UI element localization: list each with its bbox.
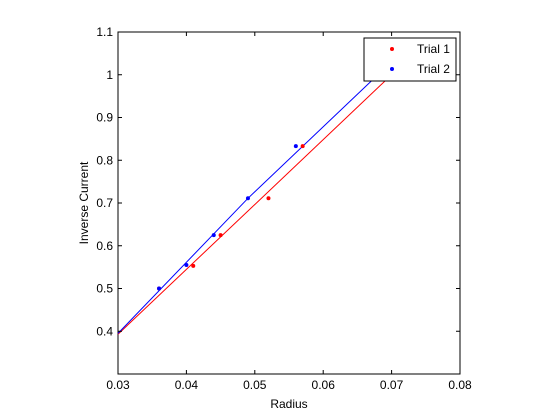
x-tick-label: 0.08 <box>448 378 472 392</box>
fit-line-series-1 <box>117 74 392 335</box>
data-point-series-1 <box>266 196 271 201</box>
y-tick-label: 0.6 <box>96 239 113 253</box>
y-tick-label: 0.7 <box>96 196 113 210</box>
legend: Trial 1 Trial 2 <box>363 37 457 82</box>
y-tick-label: 0.5 <box>96 282 113 296</box>
y-axis-ticks: 0.4 0.5 0.6 0.7 0.8 0.9 1 1.1 <box>96 25 460 338</box>
y-tick-label: 0.8 <box>96 153 113 167</box>
data-point-series-2 <box>293 144 298 149</box>
x-tick-label: 0.04 <box>175 378 199 392</box>
data-point-series-2 <box>157 286 162 291</box>
y-tick-label: 0.4 <box>96 324 113 338</box>
x-tick-label: 0.06 <box>312 378 336 392</box>
legend-marker-trial-2 <box>390 67 394 71</box>
legend-label-trial-2: Trial 2 <box>417 62 450 76</box>
legend-marker-trial-1 <box>390 47 394 51</box>
legend-box <box>363 37 457 82</box>
y-tick-label: 1.1 <box>96 25 113 39</box>
x-tick-label: 0.05 <box>243 378 267 392</box>
legend-label-trial-1: Trial 1 <box>417 42 450 56</box>
x-tick-label: 0.03 <box>106 378 130 392</box>
data-point-series-1 <box>191 263 196 268</box>
data-point-series-1 <box>300 144 305 149</box>
y-tick-label: 0.9 <box>96 111 113 125</box>
data-point-series-1 <box>218 233 223 238</box>
y-tick-label: 1 <box>106 68 113 82</box>
plot-area <box>117 31 461 375</box>
data-point-series-2 <box>184 262 189 267</box>
y-axis-label: Inverse Current <box>77 161 91 244</box>
x-axis-ticks: 0.03 0.04 0.05 0.06 0.07 0.08 <box>106 32 472 392</box>
x-tick-label: 0.07 <box>380 378 404 392</box>
data-point-series-2 <box>211 233 216 238</box>
data-points <box>157 144 305 291</box>
x-axis-label: Radius <box>270 397 307 411</box>
data-point-series-2 <box>245 196 250 201</box>
